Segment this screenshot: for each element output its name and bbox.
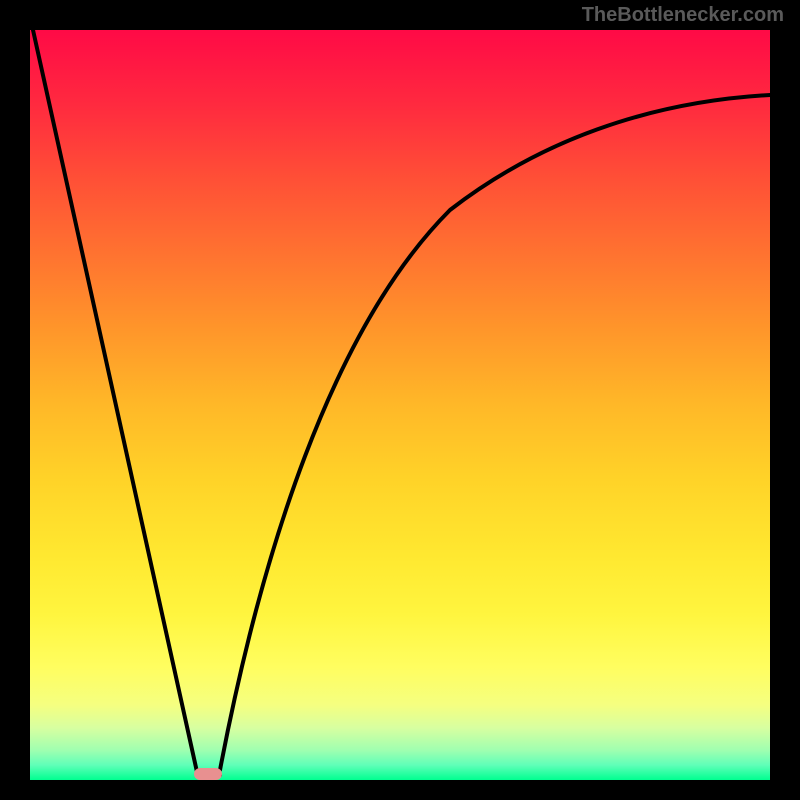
chart-plot-area (30, 30, 770, 780)
watermark-text: TheBottlenecker.com (582, 4, 784, 27)
bottleneck-chart (0, 0, 800, 800)
valley-marker (194, 768, 222, 780)
chart-container: TheBottlenecker.com (0, 0, 800, 800)
